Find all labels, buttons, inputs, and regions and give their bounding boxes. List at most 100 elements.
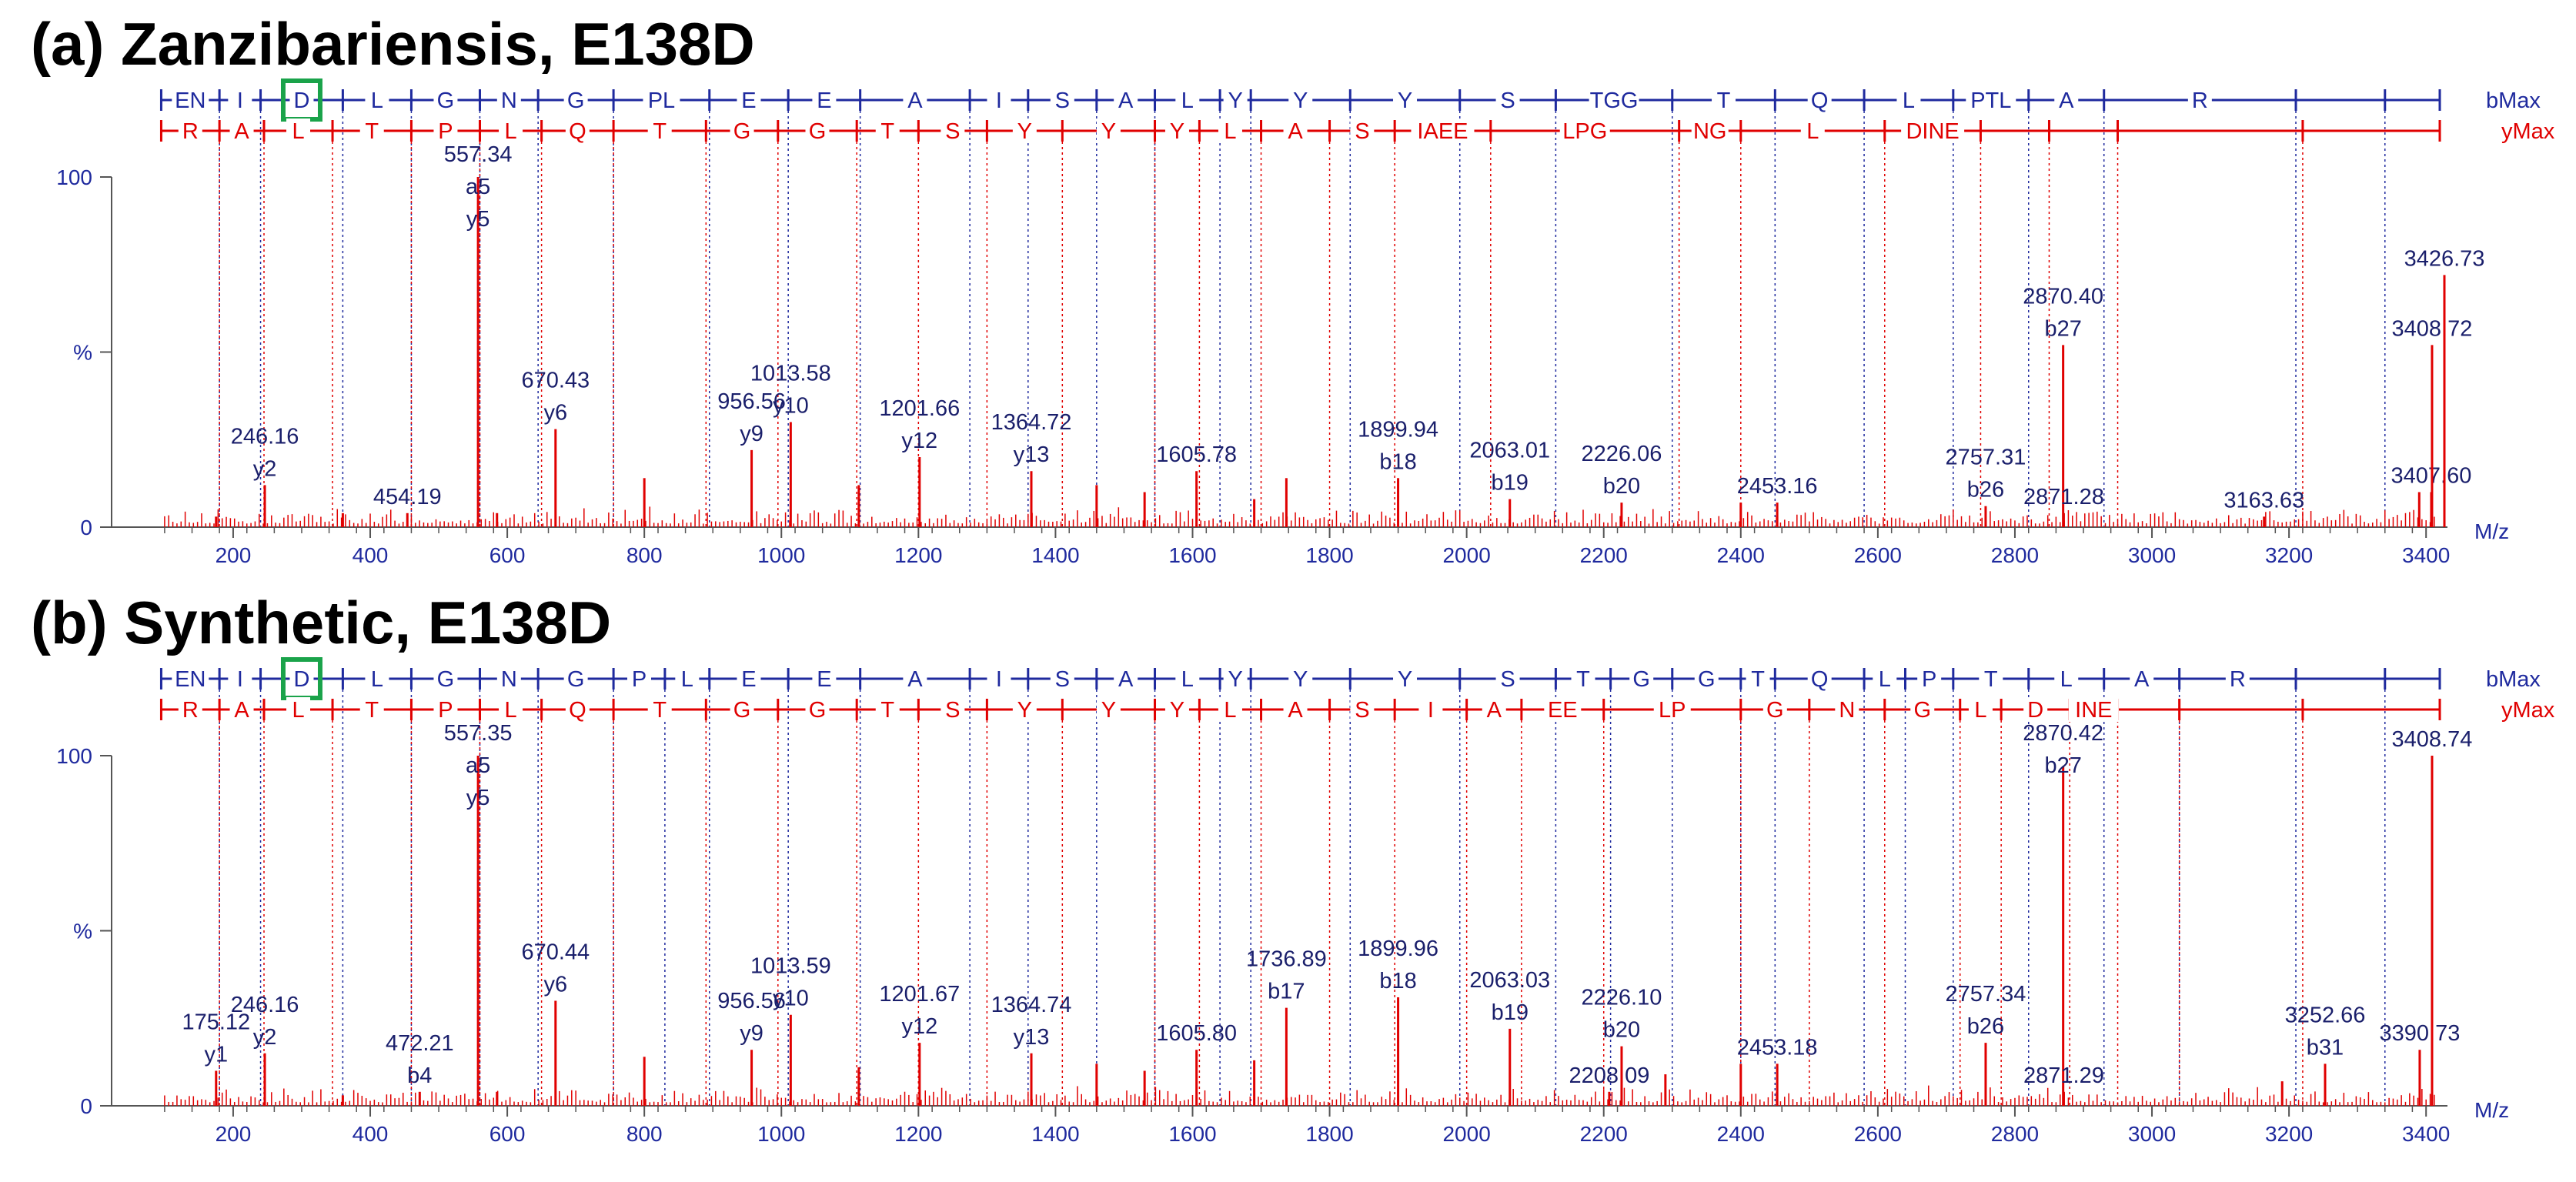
y-residue-bg [286, 119, 311, 143]
y-residue: A [1288, 119, 1303, 144]
y-residue: A [1288, 698, 1303, 723]
b-residue: P [632, 667, 647, 692]
peak-ion-label: y5 [466, 786, 490, 810]
y-residue-bg [433, 697, 458, 722]
y-residue: L [1224, 119, 1236, 144]
b-residue-bg [1896, 88, 1921, 112]
x-tick-label: 1600 [1168, 1122, 1216, 1146]
y-residue: T [880, 119, 894, 144]
peak-mz-label: 2226.06 [1582, 442, 1662, 466]
peak-mz-label: 2757.31 [1946, 446, 2026, 470]
b-residue: A [2059, 88, 2074, 113]
y-residue: Y [1170, 698, 1184, 723]
b-residue-bg [172, 88, 209, 112]
peak-mz-label: 956.56 [717, 389, 786, 414]
peak-mz-label: 2871.29 [2023, 1063, 2104, 1088]
y-residue-bg [1691, 119, 1729, 143]
y-residue: Q [569, 119, 586, 144]
b-residue-bg [2225, 666, 2250, 691]
peak-mz-label: 1013.58 [750, 362, 831, 386]
peak-ion-label: y5 [466, 207, 490, 232]
b-residue: E [817, 88, 831, 113]
peak-ion-label: y1 [204, 1043, 228, 1067]
peak-mz-label: 454.19 [373, 485, 442, 509]
peak-ion-label: b20 [1603, 1018, 1640, 1043]
y-residue-bg [875, 119, 900, 143]
y-residue-bg [1283, 697, 1308, 722]
b-residue-bg [812, 88, 837, 112]
b-residue-bg [2187, 88, 2212, 112]
b-residue-bg [1393, 88, 1418, 112]
y-residue-bg [1544, 697, 1582, 722]
b-residue-bg [1175, 88, 1200, 112]
b-residue: S [1500, 667, 1515, 692]
x-tick-label: 1600 [1168, 543, 1216, 567]
peak-ion-label: a5 [466, 753, 490, 778]
peak-ion-label: b26 [1967, 1014, 2004, 1039]
spectrum-chart-b: EN I D L G N G P L E E A I S A L Y Y Y S T G G T Q L P T L A RR A L T P L Q T… [56, 657, 2555, 1146]
b-residue-bg [1571, 666, 1595, 691]
b-residue: T [1576, 667, 1590, 692]
peak-mz-label: 175.12 [182, 1010, 250, 1035]
b-residue: Y [1228, 88, 1242, 113]
b-residue: A [907, 88, 923, 113]
y-residue-bg [647, 697, 672, 722]
b-residue-bg [563, 666, 588, 691]
b-residue-bg [289, 88, 314, 112]
b-residue-bg [1873, 666, 1897, 691]
b-residue: T [1751, 667, 1765, 692]
x-tick-label: 600 [489, 1122, 526, 1146]
y-residue-bg [1653, 697, 1691, 722]
b-residue: I [237, 667, 243, 692]
b-residue: T [1984, 667, 1998, 692]
peak-ion-label: b27 [2044, 753, 2081, 778]
x-axis-label: M/z [2474, 1098, 2509, 1122]
x-tick-label: 2400 [1717, 543, 1765, 567]
b-residue: Y [1398, 88, 1412, 113]
peak-mz-label: 670.43 [521, 369, 590, 393]
b-residue: L [371, 667, 383, 692]
b-residue-bg [1288, 666, 1313, 691]
b-residue: N [501, 667, 517, 692]
peak-mz-label: 2226.10 [1582, 986, 1662, 1010]
b-residue: S [1055, 88, 1070, 113]
b-residue: T [1717, 88, 1731, 113]
peak-mz-label: 246.16 [231, 993, 299, 1017]
y-residue-bg [805, 697, 830, 722]
y-residue: L [292, 698, 304, 723]
y-residue: Y [1170, 119, 1184, 144]
b-residue-bg [737, 666, 761, 691]
peak-ion-label: y6 [543, 973, 567, 997]
x-tick-label: 400 [352, 1122, 389, 1146]
b-residue-bg [987, 88, 1011, 112]
y-residue: Y [1101, 698, 1116, 723]
y-residue: Y [1101, 119, 1116, 144]
b-residue: D [294, 667, 310, 692]
b-residue: L [371, 88, 383, 113]
y-residue: T [880, 698, 894, 723]
peak-mz-label: 2757.34 [1946, 982, 2026, 1007]
b-residue: G [437, 667, 455, 692]
b-residue-bg [1589, 88, 1639, 112]
b-residue-bg [987, 666, 1011, 691]
peak-ion-label: y2 [253, 456, 277, 481]
y-tick-label: 100 [56, 744, 92, 768]
b-residue: Y [1293, 667, 1308, 692]
x-tick-label: 1400 [1031, 1122, 1079, 1146]
y-residue-bg [359, 697, 384, 722]
panel-b-title: (b) Synthetic, E138D [31, 589, 612, 656]
y-residue-bg [499, 697, 523, 722]
y-residue-bg [178, 697, 202, 722]
x-tick-label: 3400 [2402, 1122, 2450, 1146]
peak-ion-label: b19 [1492, 471, 1529, 496]
peak-ion-label: b4 [407, 1063, 432, 1088]
y-tick-label: 100 [56, 165, 92, 189]
y-residue: LP [1659, 698, 1686, 723]
b-residue: Q [1811, 88, 1829, 113]
b-residue-bg [172, 666, 209, 691]
peak-ion-label: y12 [901, 1014, 937, 1039]
y-residue: G [1913, 698, 1931, 723]
y-residue-bg [499, 119, 523, 143]
y-residue-bg [1283, 119, 1308, 143]
peak-mz-label: 1899.96 [1358, 937, 1438, 961]
